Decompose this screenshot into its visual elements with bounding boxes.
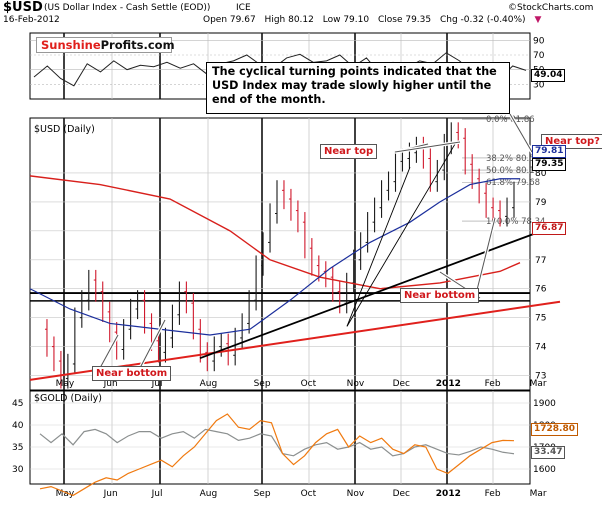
price-x-tick-label: Jun xyxy=(103,379,118,389)
fan-trendline xyxy=(346,143,456,327)
gold-x-tick-label: May xyxy=(56,489,75,499)
open-value: Open 79.67 xyxy=(203,15,256,25)
gold-panel-frame xyxy=(29,390,531,485)
gold-x-tick-label: Aug xyxy=(200,489,218,499)
price-x-tick-label: Sep xyxy=(254,379,271,389)
gold-x-tick-label: Sep xyxy=(254,489,271,499)
gold-left-tick-label: 45 xyxy=(12,399,23,409)
gold-x-tick-label: Jul xyxy=(151,489,163,499)
low-value: Low 79.10 xyxy=(322,15,370,25)
price-tick-label: 80 xyxy=(535,169,547,179)
gold-x-tick-label: Mar xyxy=(530,489,547,499)
gold-left-tick-label: 40 xyxy=(12,421,24,431)
fib-level-label: 50.0% 80.10 xyxy=(486,166,540,176)
fib-level-label: 100.0% 78.34 xyxy=(486,217,545,227)
ohlc-readout: Open 79.67 High 80.12 Low 79.10 Close 79… xyxy=(203,15,547,25)
near-bottom-label-2: Near bottom xyxy=(400,288,480,303)
price-tick-label: 74 xyxy=(535,343,547,353)
annotation-pointer xyxy=(99,334,119,369)
annotation-pointer xyxy=(474,217,496,299)
gold-price-line xyxy=(39,413,515,497)
gold-x-tick-label: 2012 xyxy=(436,489,461,499)
moving-average-200-line xyxy=(29,175,521,290)
fib-level-label: 0.0% 81.86 xyxy=(486,115,535,125)
high-value: High 80.12 xyxy=(264,15,314,25)
usd-overlay-line xyxy=(39,428,515,457)
gold-x-tick-label: Nov xyxy=(347,489,365,499)
logo-part-1: Sunshine xyxy=(41,38,101,52)
chart-subtitle: (US Dollar Index - Cash Settle (EOD)) xyxy=(44,3,211,13)
close-value: Close 79.35 xyxy=(377,15,432,25)
price-tick-label: 75 xyxy=(535,314,546,324)
callout-pointer xyxy=(509,113,533,153)
gold-panel-label: $GOLD (Daily) xyxy=(34,393,102,404)
gold-x-tick-label: Jun xyxy=(103,489,118,499)
rsi-tick-label: 30 xyxy=(533,80,545,90)
price-x-tick-label: Jul xyxy=(151,379,163,389)
exchange-label: ICE xyxy=(236,3,251,13)
fib-level-label: 38.2% 80.52 xyxy=(486,154,540,164)
price-x-tick-label: Nov xyxy=(347,379,365,389)
gold-left-tick-label: 35 xyxy=(12,443,23,453)
gold-x-tick-label: Oct xyxy=(301,489,317,499)
annotation-pointer xyxy=(139,319,166,369)
source-label: ©StockCharts.com xyxy=(508,3,594,13)
moving-average-50-line xyxy=(29,178,520,336)
usd-overlay-value-tag: 33.47 xyxy=(531,446,566,459)
rsi-value-tag: 49.04 xyxy=(531,69,566,82)
price-tick-label: 77 xyxy=(535,256,546,266)
main-panel-label: $USD (Daily) xyxy=(34,124,95,135)
price-x-tick-label: Dec xyxy=(393,379,410,389)
fib-level-label: 61.8% 79.68 xyxy=(486,178,540,188)
close-value-tag: 79.35 xyxy=(532,158,567,171)
annotation-pointer xyxy=(394,141,461,153)
near-top-label-1: Near top xyxy=(320,144,378,159)
price-tick-label: 79 xyxy=(535,198,547,208)
chart-date: 16-Feb-2012 xyxy=(3,15,60,25)
rsi-tick-label: 70 xyxy=(533,51,545,61)
price-tick-label: 73 xyxy=(535,372,546,382)
price-x-tick-label: Mar xyxy=(530,379,547,389)
change-down-icon: ▼ xyxy=(534,15,542,25)
fan-trendline xyxy=(346,167,411,327)
price-x-tick-label: 2012 xyxy=(436,379,461,389)
price-x-tick-label: Oct xyxy=(301,379,317,389)
logo-part-2: Profits.com xyxy=(100,38,175,52)
gold-value-tag: 1728.80 xyxy=(531,423,578,436)
chart-title: $USD xyxy=(3,0,43,15)
price-x-tick-label: Feb xyxy=(485,379,501,389)
gold-x-tick-label: Dec xyxy=(393,489,410,499)
price-tick-label: 76 xyxy=(535,285,547,295)
sunshine-profits-logo: SunshineProfits.com xyxy=(36,37,175,53)
cyclical-turning-points-callout: The cyclical turning points indicated th… xyxy=(206,62,510,114)
ma200-value-tag: 76.87 xyxy=(532,222,567,235)
gold-left-tick-label: 30 xyxy=(12,465,24,475)
gold-right-tick-label: 1900 xyxy=(533,399,556,409)
main-panel-frame xyxy=(29,117,531,391)
gold-x-tick-label: Feb xyxy=(485,489,501,499)
gold-right-tick-label: 1600 xyxy=(533,465,556,475)
price-x-tick-label: May xyxy=(56,379,75,389)
ma50-value-tag: 79.81 xyxy=(532,145,567,158)
rsi-tick-label: 90 xyxy=(533,36,545,46)
price-x-tick-label: Aug xyxy=(200,379,218,389)
near-bottom-label-1: Near bottom xyxy=(92,366,172,381)
change-value: Chg -0.32 (-0.40%) xyxy=(440,15,526,25)
